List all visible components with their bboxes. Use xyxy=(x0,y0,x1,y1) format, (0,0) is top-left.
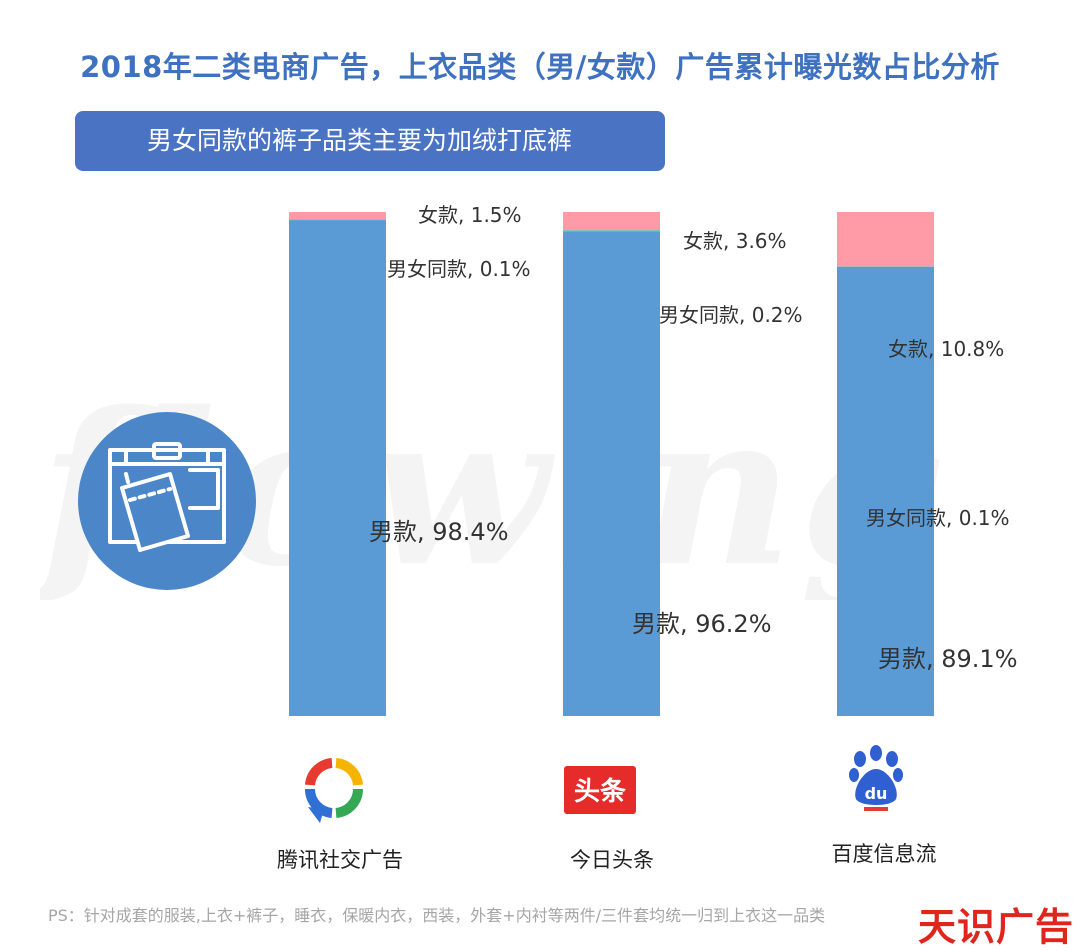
x-tick-label-tencent: 腾讯社交广告 xyxy=(277,848,403,872)
bar-segment-female-0 xyxy=(289,212,386,220)
toutiao-logo-text: 头条 xyxy=(574,777,627,807)
x-tick-label-toutiao: 今日头条 xyxy=(570,848,654,872)
data-label-male-1: 男款, 96.2% xyxy=(632,610,772,638)
bar-segment-male-0 xyxy=(289,220,386,716)
footnote: PS：针对成套的服装,上衣+裤子，睡衣，保暖内衣，西装，外套+内衬等两件/三件套… xyxy=(48,906,826,925)
baidu-paw-logo: du xyxy=(846,745,906,815)
data-label-unisex-1: 男女同款, 0.2% xyxy=(659,303,803,327)
data-label-unisex-0: 男女同款, 0.1% xyxy=(387,257,531,281)
data-label-female-1: 女款, 3.6% xyxy=(683,229,787,253)
bar-segment-female-1 xyxy=(563,212,660,231)
chart-title: 2018年二类电商广告，上衣品类（男/女款）广告累计曝光数占比分析 xyxy=(80,50,1000,84)
stacked-bar-chart: 男款, 98.4% 男女同款, 0.1% 女款, 1.5% 男款, 96.2% 男女同款… xyxy=(289,203,1018,717)
tencent-social-ads-logo xyxy=(298,755,370,827)
data-label-female-0: 女款, 1.5% xyxy=(418,203,522,227)
toutiao-logo: 头条 xyxy=(564,766,636,814)
data-label-male-2: 男款, 89.1% xyxy=(878,645,1018,673)
data-label-male-0: 男款, 98.4% xyxy=(369,518,509,546)
bar-segment-male-2 xyxy=(837,266,934,716)
bar-segment-male-1 xyxy=(563,231,660,717)
brand-logo-text: 天识广告 xyxy=(917,905,1074,949)
x-tick-label-baidu: 百度信息流 xyxy=(831,842,937,866)
baidu-logo-text: du xyxy=(865,784,888,803)
subtitle-banner: 男女同款的裤子品类主要为加绒打底裤 xyxy=(75,111,665,171)
clothing-jeans-icon xyxy=(78,412,256,590)
data-label-female-2: 女款, 10.8% xyxy=(888,337,1004,361)
bar-segment-female-2 xyxy=(837,212,934,267)
data-label-unisex-2: 男女同款, 0.1% xyxy=(866,506,1010,530)
